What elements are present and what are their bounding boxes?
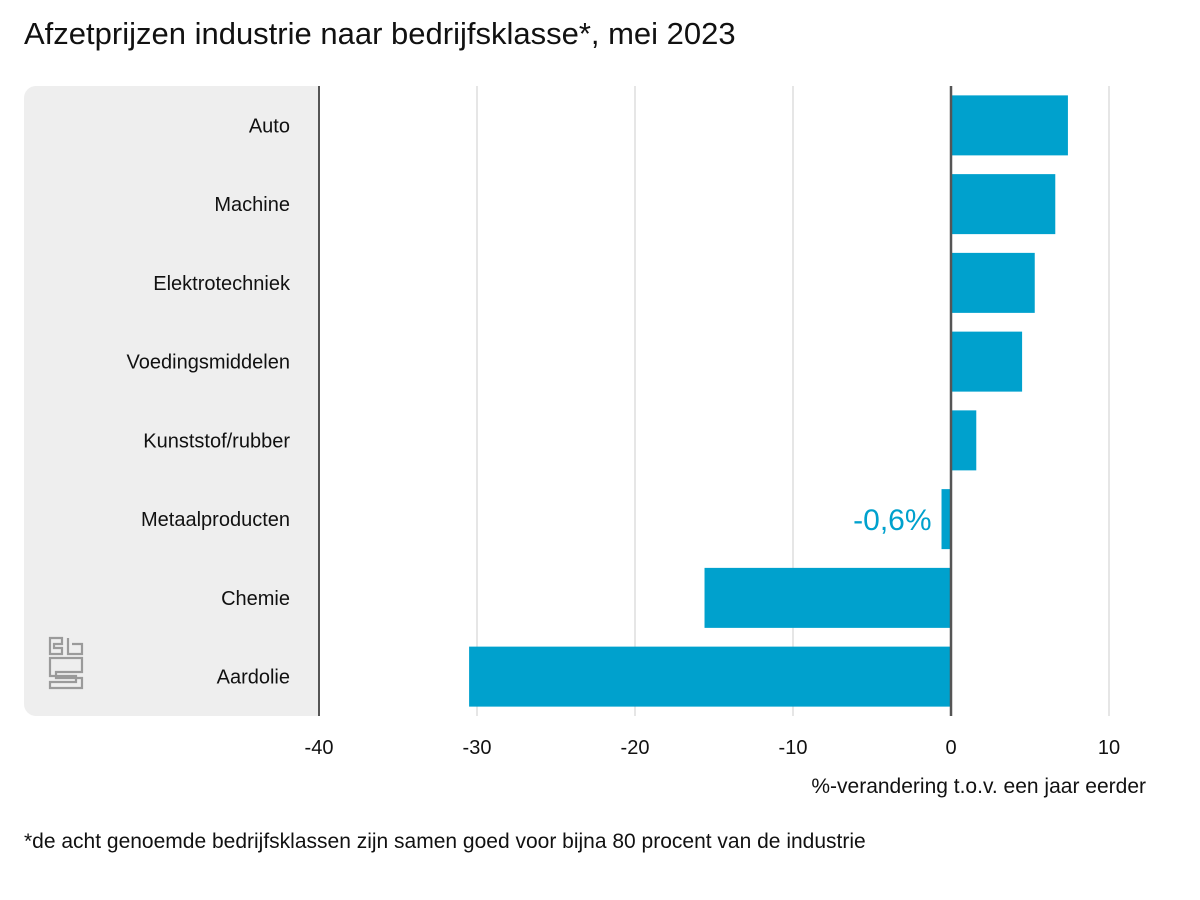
annotation-layer: -0,6% [853, 504, 931, 537]
category-label-layer: Auto Machine Elektrotechniek Voedingsmiddel… [127, 115, 291, 688]
bar-elektrotechniek [951, 252, 1035, 313]
tick-label: -40 [305, 737, 334, 759]
tick-label: -20 [621, 737, 650, 759]
bar-layer [469, 86, 1068, 716]
footnote: *de acht genoemde bedrijfsklassen zijn s… [24, 830, 866, 853]
bar-auto [951, 95, 1068, 156]
chart-title: Afzetprijzen industrie naar bedrijfsklas… [24, 16, 736, 51]
tick-label: -10 [779, 737, 808, 759]
tick-label-layer: -40 -30 -20 -10 0 10 [305, 737, 1121, 759]
bar-aardolie [469, 646, 951, 707]
category-label: Voedingsmiddelen [127, 352, 290, 374]
x-axis-label: %-verandering t.o.v. een jaar eerder [811, 775, 1146, 798]
tick-label: 0 [945, 737, 956, 759]
tick-label: -30 [463, 737, 492, 759]
category-label: Auto [249, 115, 290, 137]
bar-kunststof-rubber [951, 410, 977, 471]
category-label: Aardolie [217, 667, 290, 689]
category-label: Machine [214, 194, 290, 216]
data-label: -0,6% [853, 504, 931, 537]
cbs-logo-icon [48, 636, 84, 690]
tick-label: 10 [1098, 737, 1120, 759]
category-label: Kunststof/rubber [143, 430, 290, 452]
bar-chemie [704, 567, 951, 628]
bar-voedingsmiddelen [951, 331, 1023, 392]
bar-metaalproducten [941, 489, 951, 550]
bar-machine [951, 174, 1056, 235]
category-label: Elektrotechniek [153, 273, 291, 295]
category-label-panel [24, 86, 318, 716]
category-label: Chemie [221, 588, 290, 610]
category-label: Metaalproducten [141, 509, 290, 531]
